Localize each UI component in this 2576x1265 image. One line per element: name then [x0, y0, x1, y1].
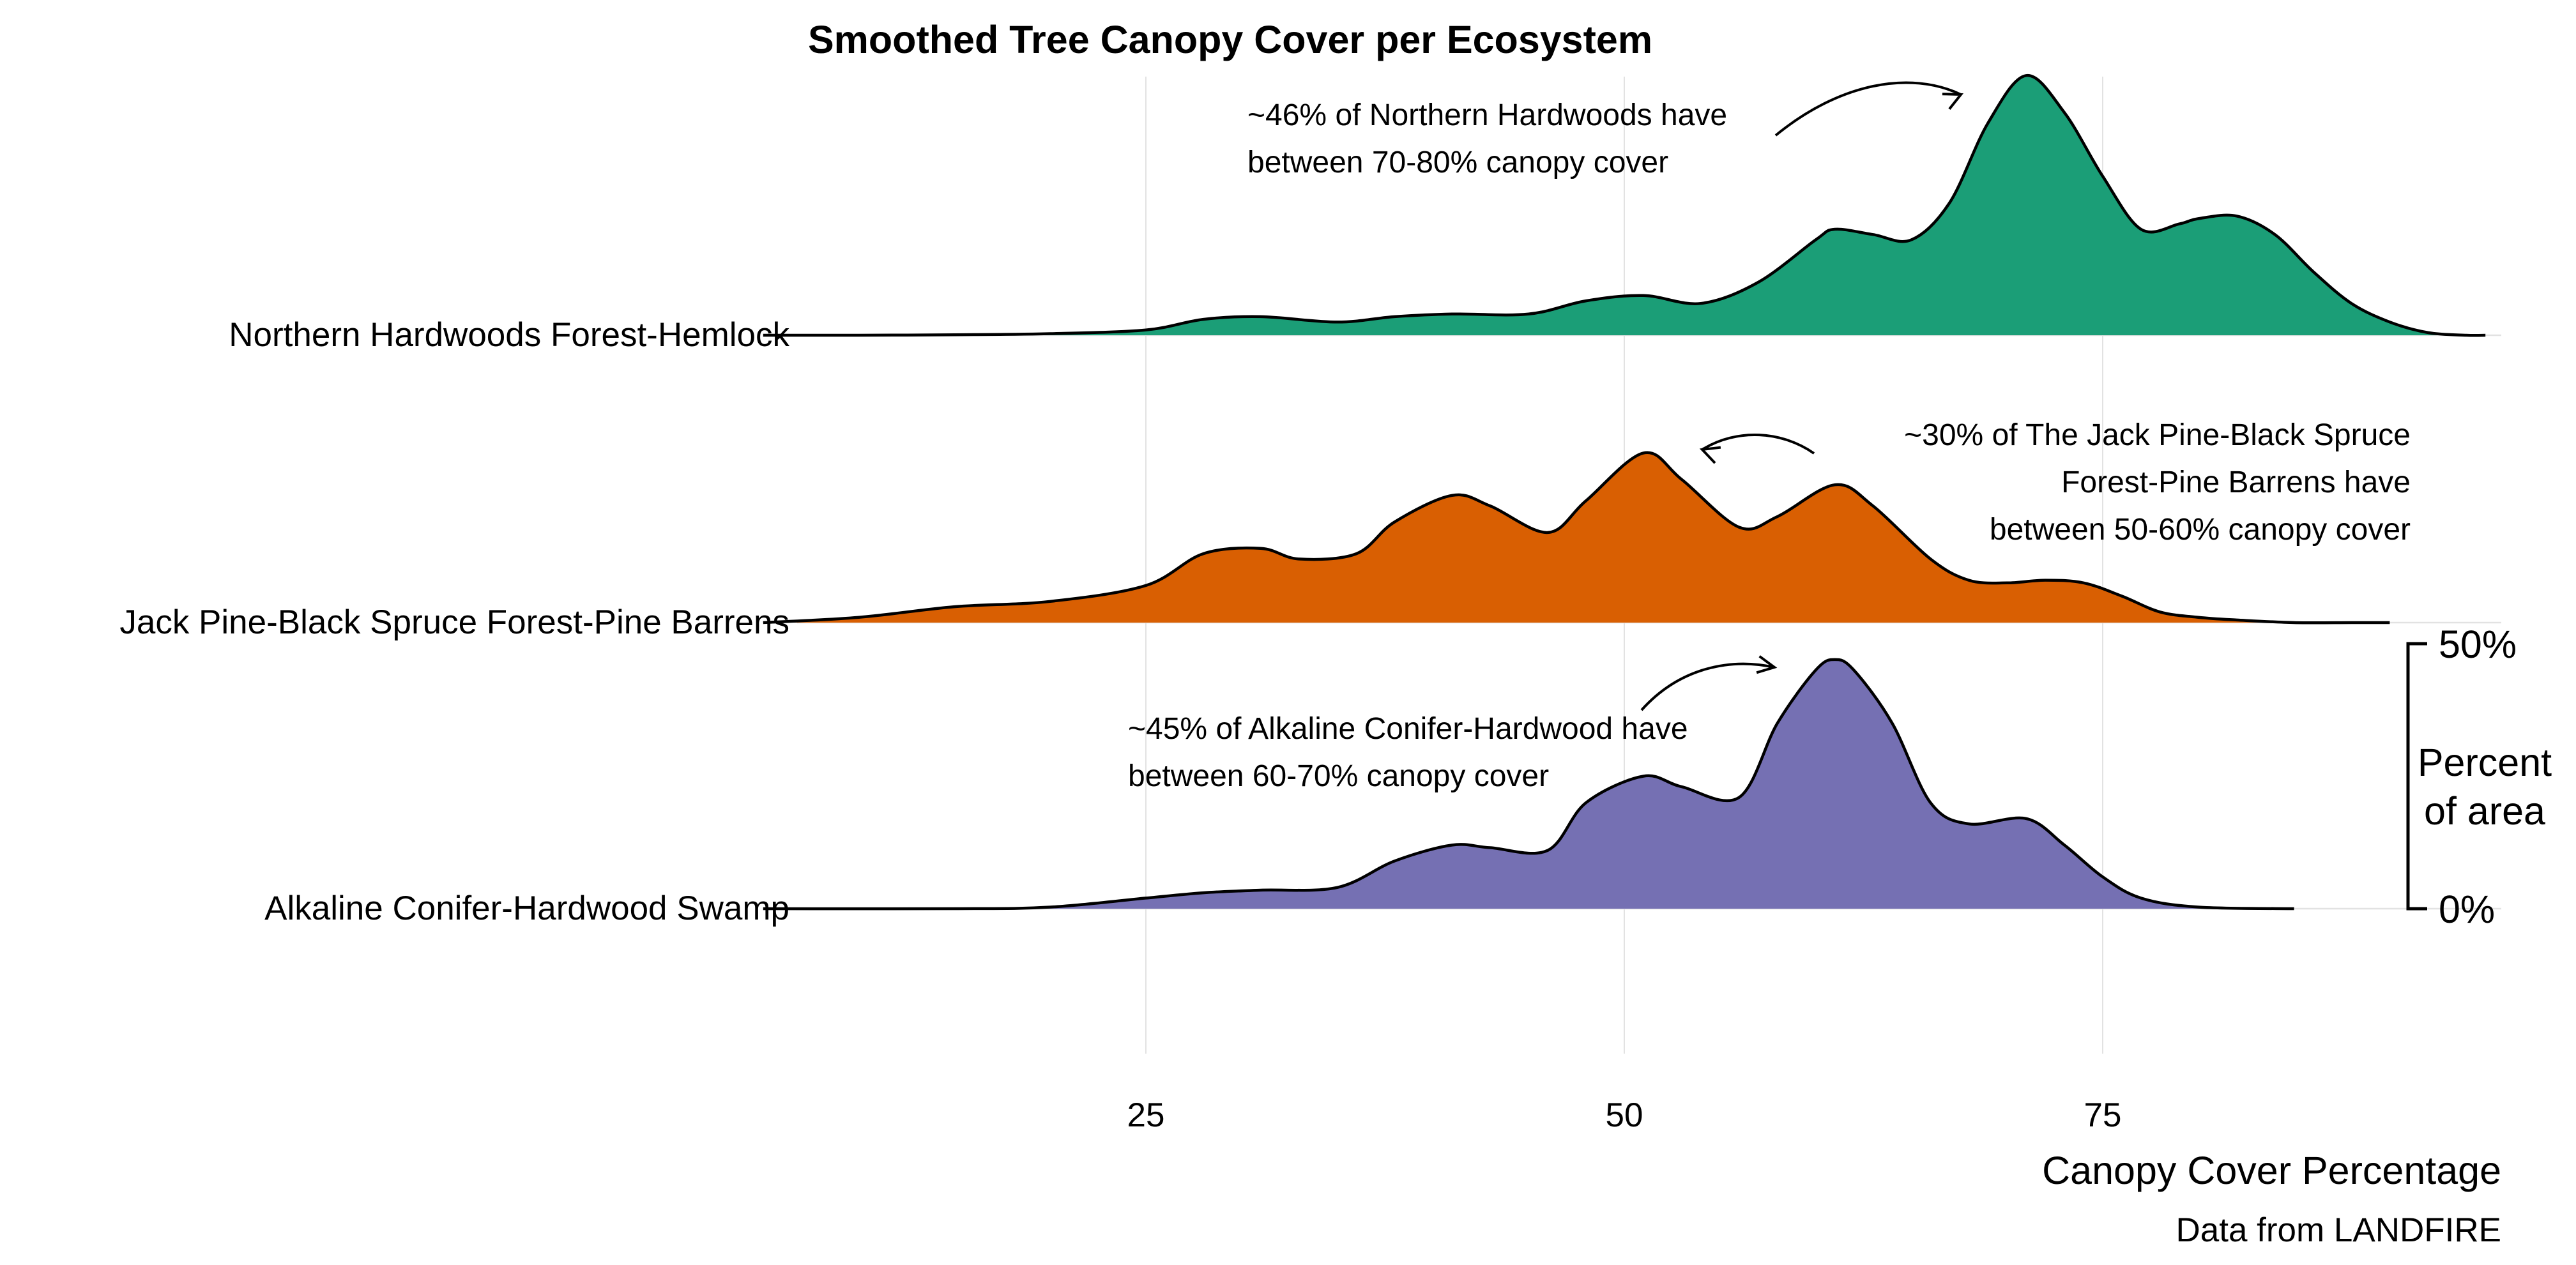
scale-bar-top-label: 50%: [2439, 623, 2517, 666]
percent-scale-bar: 50% 0% Percent of area: [2406, 623, 2552, 931]
x-tick-label-75: 75: [2084, 1096, 2122, 1134]
annotation-arrow-3: [1640, 662, 1775, 711]
annotation-3-line-2: between 60-70% canopy cover: [1128, 759, 1549, 793]
scale-bar-title-line-1: Percent: [2418, 741, 2552, 784]
annotation-arrowhead-1: [1942, 93, 1964, 110]
annotation-arrowhead-2: [1699, 446, 1721, 464]
ridge-label-jack-pine-black-spruce-forest-pine-barrens: Jack Pine-Black Spruce Forest-Pine Barre…: [119, 603, 789, 641]
annotation-arrow-2: [1701, 434, 1815, 455]
annotation-2-line-2: Forest-Pine Barrens have: [2061, 466, 2411, 499]
annotations: ~46% of Northern Hardwoods have between 7…: [1128, 81, 2411, 793]
ridge-area-alkaline-conifer-hardwood-swamp: [763, 659, 2294, 909]
annotation-arrowhead-3: [1756, 655, 1778, 674]
scale-bar-bottom-label: 0%: [2439, 888, 2495, 931]
annotation-2-line-3: between 50-60% canopy cover: [1990, 513, 2411, 547]
ridge-area-northern-hardwoods-forest-hemlock: [763, 75, 2486, 336]
annotation-arrow-1: [1774, 81, 1962, 137]
x-axis-ticks: 25 50 75: [1127, 1096, 2122, 1134]
ridge-label-northern-hardwoods-forest-hemlock: Northern Hardwoods Forest-Hemlock: [229, 316, 789, 354]
ridge-outline-alkaline-conifer-hardwood-swamp: [763, 658, 2294, 911]
ridge-labels: Northern Hardwoods Forest-Hemlock Jack Pi…: [119, 316, 789, 927]
x-axis-title: Canopy Cover Percentage: [2042, 1149, 2501, 1192]
scale-bar-title-line-2: of area: [2424, 789, 2545, 833]
annotation-3-line-1: ~45% of Alkaline Conifer-Hardwood have: [1128, 712, 1688, 746]
chart-title: Smoothed Tree Canopy Cover per Ecosystem: [808, 18, 1652, 61]
x-tick-label-25: 25: [1127, 1096, 1165, 1134]
annotation-1-line-2: between 70-80% canopy cover: [1247, 146, 1668, 179]
ridge-outline-jack-pine-black-spruce-forest-pine-barrens: [763, 451, 2390, 625]
ridge-area-jack-pine-black-spruce-forest-pine-barrens: [763, 452, 2390, 623]
scale-bar-bracket: [2406, 642, 2427, 911]
source-caption: Data from LANDFIRE: [2176, 1211, 2501, 1249]
ridge-outline-northern-hardwoods-forest-hemlock: [763, 74, 2486, 337]
x-tick-label-50: 50: [1606, 1096, 1643, 1134]
ridge-label-alkaline-conifer-hardwood-swamp: Alkaline Conifer-Hardwood Swamp: [264, 890, 789, 927]
annotation-2-line-1: ~30% of The Jack Pine-Black Spruce: [1904, 418, 2411, 452]
annotation-1-line-1: ~46% of Northern Hardwoods have: [1247, 98, 1727, 132]
density-ridges: [763, 74, 2486, 911]
